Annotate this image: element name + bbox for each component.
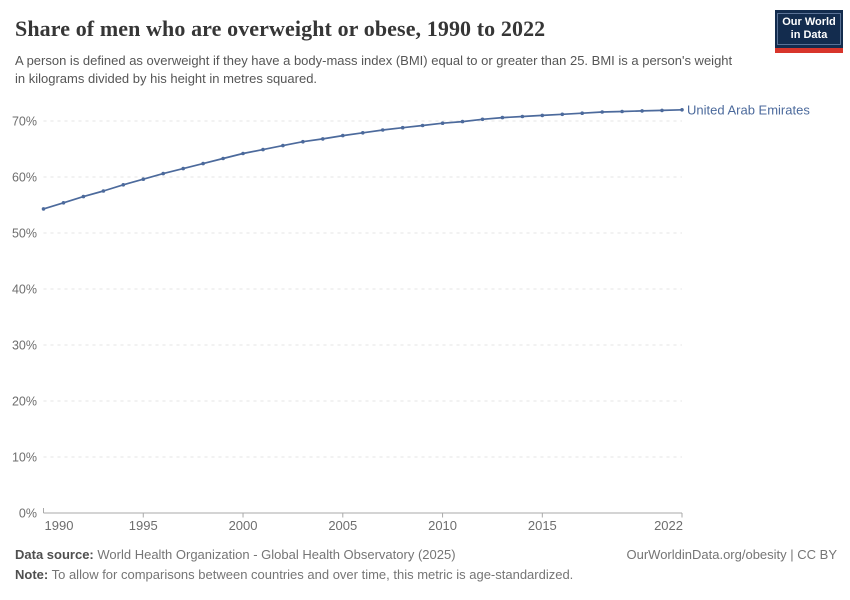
y-axis-tick-label: 30% xyxy=(12,339,37,353)
data-point xyxy=(520,114,525,119)
data-point xyxy=(660,108,664,113)
y-axis-tick-label: 40% xyxy=(12,283,37,297)
owid-logo-line2: in Data xyxy=(790,28,828,41)
footnote-label: Note: xyxy=(15,567,49,582)
owid-logo[interactable]: Our World in Data xyxy=(775,10,843,53)
data-point xyxy=(580,111,584,115)
data-point xyxy=(380,128,385,132)
footnote: Note: To allow for comparisons between c… xyxy=(15,567,573,582)
y-axis-tick-label: 50% xyxy=(12,227,37,241)
data-point xyxy=(321,137,325,141)
data-point xyxy=(480,117,485,122)
chart-subtitle: A person is defined as overweight if the… xyxy=(15,53,733,87)
data-point xyxy=(201,161,205,166)
data-point xyxy=(460,119,465,124)
data-point xyxy=(121,183,126,187)
data-point xyxy=(420,123,425,128)
footer-row: Data source: World Health Organization -… xyxy=(15,547,837,562)
data-point xyxy=(281,143,285,148)
data-point xyxy=(61,201,66,205)
x-axis-tick-label: 2000 xyxy=(229,518,258,533)
x-axis-tick-label: 2015 xyxy=(528,518,557,533)
data-point xyxy=(141,177,146,181)
owid-logo-text: Our World in Data xyxy=(777,12,841,46)
data-point xyxy=(361,131,365,135)
data-point xyxy=(341,133,345,138)
data-point xyxy=(440,121,445,125)
data-point xyxy=(181,166,185,171)
data-source: Data source: World Health Organization -… xyxy=(15,547,456,562)
data-point xyxy=(620,109,624,114)
data-point xyxy=(680,108,684,112)
data-source-label: Data source: xyxy=(15,547,94,562)
data-point xyxy=(560,112,565,117)
x-axis-tick-label: 2022 xyxy=(654,518,683,533)
data-point xyxy=(241,151,245,156)
y-axis-tick-label: 20% xyxy=(12,395,37,409)
data-point xyxy=(500,115,505,120)
x-axis-tick-label: 2005 xyxy=(328,518,357,533)
series-end-label: United Arab Emirates xyxy=(687,102,810,117)
data-point xyxy=(161,171,165,176)
y-axis-tick-label: 60% xyxy=(12,171,37,185)
x-axis-tick-label: 1990 xyxy=(45,518,74,533)
data-point xyxy=(261,147,265,152)
y-axis-tick-label: 70% xyxy=(12,115,37,129)
data-source-value: World Health Organization - Global Healt… xyxy=(97,547,456,562)
series-line xyxy=(43,108,683,210)
page-title: Share of men who are overweight or obese… xyxy=(15,16,546,41)
y-axis-tick-label: 10% xyxy=(12,451,37,465)
x-axis-tick-label: 1995 xyxy=(129,518,158,533)
data-point xyxy=(101,189,106,193)
data-point xyxy=(81,194,86,199)
footnote-value: To allow for comparisons between countri… xyxy=(51,567,574,582)
owid-logo-line1: Our World xyxy=(782,15,836,28)
data-point xyxy=(41,207,46,211)
credit-link[interactable]: OurWorldinData.org/obesity | CC BY xyxy=(626,547,838,562)
data-point xyxy=(640,109,644,113)
data-point xyxy=(540,113,545,118)
line-chart: 0% 10% 20% 30% 40% 50% 60% 70% 1990 1995 2000 2005 2… xyxy=(12,102,810,533)
data-point xyxy=(600,110,604,114)
x-axis-tick-label: 2010 xyxy=(428,518,457,533)
data-point xyxy=(301,139,305,144)
data-point xyxy=(400,125,405,130)
data-point xyxy=(221,156,225,161)
y-axis-tick-label: 0% xyxy=(19,507,37,521)
